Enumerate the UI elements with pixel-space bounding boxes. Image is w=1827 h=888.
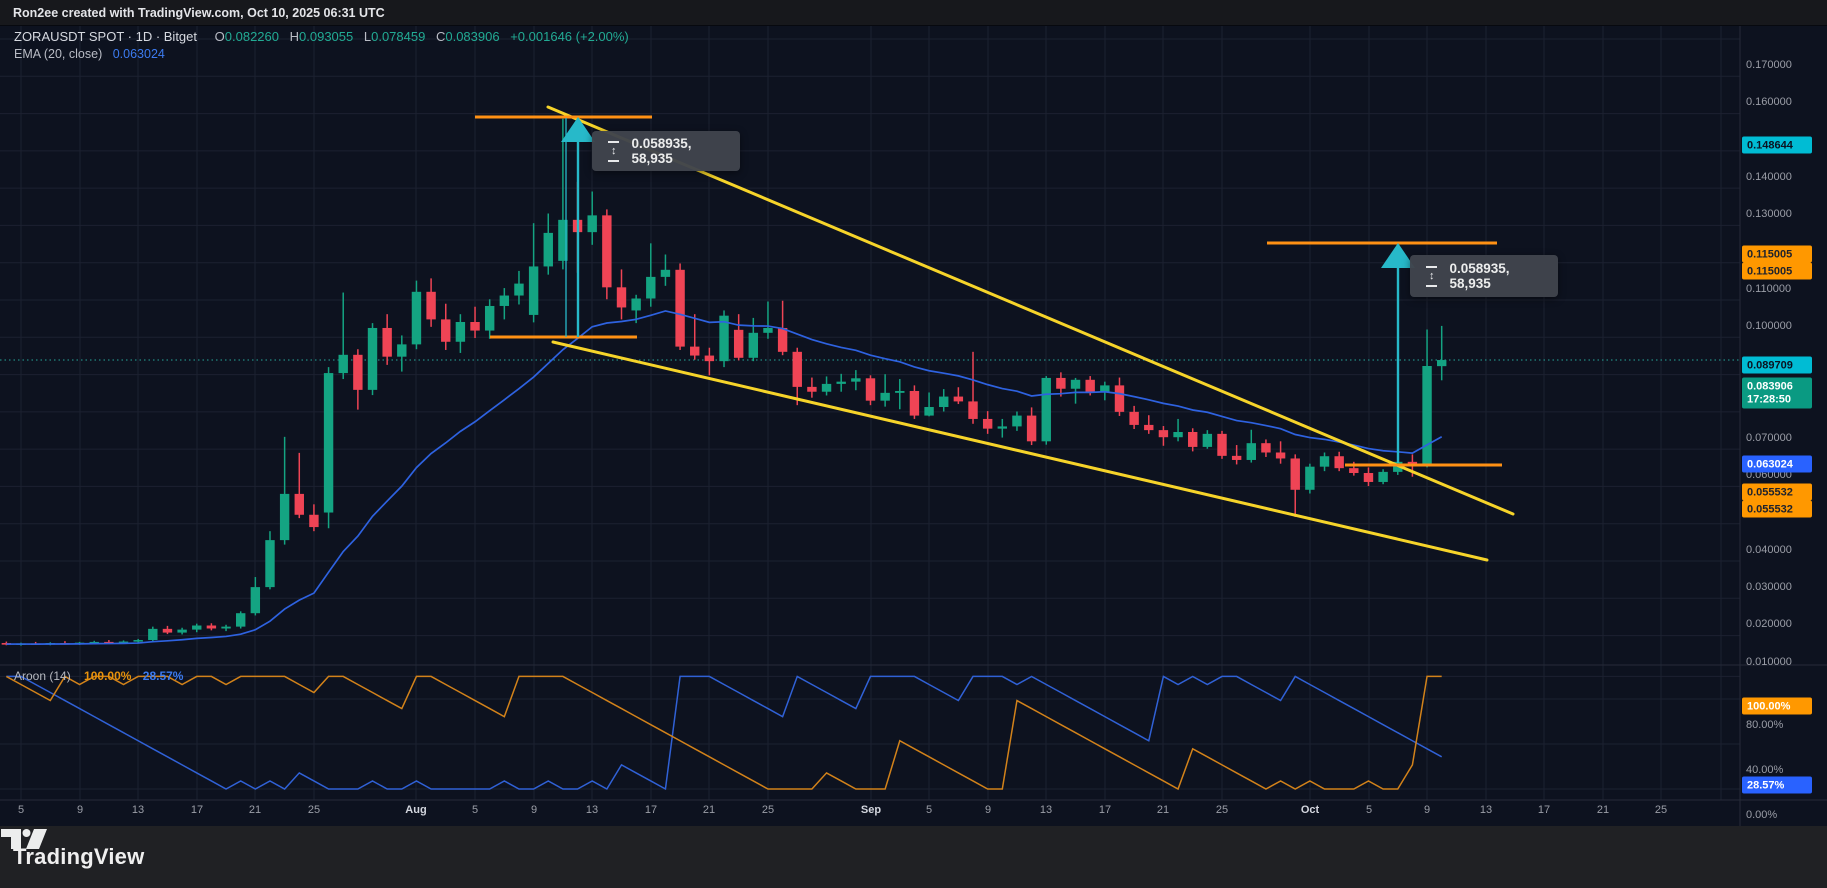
time-axis-month-label: Aug xyxy=(405,804,427,816)
measure-arrowhead xyxy=(1381,243,1415,268)
ohlc-high-label: H xyxy=(289,29,300,44)
time-axis-label: 21 xyxy=(248,804,262,816)
ohlc-close-value: 0.083906 xyxy=(445,29,500,44)
time-axis-label: 17 xyxy=(644,804,658,816)
ohlc-open-value: 0.082260 xyxy=(224,29,279,44)
time-axis-month-label: Sep xyxy=(860,804,882,816)
time-axis-label: 25 xyxy=(761,804,775,816)
time-axis-month-label: Oct xyxy=(1300,804,1320,816)
footer-bar: TradingView xyxy=(0,826,1827,888)
symbol-title[interactable]: ZORAUSDT SPOT · 1D · Bitget xyxy=(14,29,198,44)
time-axis-label: 5 xyxy=(1365,804,1373,816)
ema-value: 0.063024 xyxy=(112,47,165,61)
ohlc-close-label: C xyxy=(435,29,446,44)
price-axis-badge: 100.00% xyxy=(1742,697,1812,715)
price-axis-label: 40.00% xyxy=(1746,764,1784,776)
price-axis-label: 0.010000 xyxy=(1746,656,1792,668)
ohlc-high-value: 0.093055 xyxy=(299,29,354,44)
tradingview-logo[interactable] xyxy=(0,826,48,852)
price-axis-badge: 0.083906 17:28:50 xyxy=(1742,377,1812,409)
price-axis-label: 80.00% xyxy=(1746,719,1784,731)
time-axis-label: 9 xyxy=(984,804,992,816)
aroon-down-value: 28.57% xyxy=(142,669,184,683)
price-axis-label: 0.110000 xyxy=(1746,283,1792,295)
aroon-up-line xyxy=(5,675,1442,791)
price-axis-label: 0.040000 xyxy=(1746,544,1792,556)
aroon-label[interactable]: Aroon (14) xyxy=(14,669,71,683)
time-axis-label: 13 xyxy=(585,804,599,816)
grid-lines xyxy=(0,26,1740,800)
price-axis-badge: 28.57% xyxy=(1742,776,1812,794)
time-axis-label: 25 xyxy=(1654,804,1668,816)
price-axis-label: 0.130000 xyxy=(1746,208,1792,220)
attribution-bar: Ron2ee created with TradingView.com, Oct… xyxy=(0,0,1827,26)
price-axis-label: 0.170000 xyxy=(1746,59,1792,71)
measure-tooltip-text: 0.058935, 58,935 xyxy=(1449,261,1510,291)
aroon-down-line xyxy=(6,675,1443,791)
measure-arrowhead xyxy=(561,117,595,142)
time-axis-label: 9 xyxy=(76,804,84,816)
price-axis-label: 0.140000 xyxy=(1746,171,1792,183)
price-axis-badge: 0.055532 xyxy=(1742,483,1812,501)
price-axis-badge: 0.115005 xyxy=(1742,262,1812,280)
measure-tooltip-1: ↕ 0.058935, 58,935 xyxy=(592,131,740,171)
attribution-text: Ron2ee created with TradingView.com, Oct… xyxy=(13,5,385,20)
time-axis-label: 17 xyxy=(1098,804,1112,816)
price-axis-label: 0.00% xyxy=(1746,809,1778,821)
time-axis-label: 17 xyxy=(190,804,204,816)
time-axis-label: 5 xyxy=(925,804,933,816)
symbol-legend: ZORAUSDT SPOT · 1D · Bitget O0.082260 H0… xyxy=(14,29,629,62)
time-axis-label: 13 xyxy=(131,804,145,816)
time-axis-label: 13 xyxy=(1479,804,1493,816)
price-axis-label: 0.070000 xyxy=(1746,432,1792,444)
ohlc-open-label: O xyxy=(214,29,225,44)
price-axis-label: 0.160000 xyxy=(1746,96,1792,108)
time-axis-label: 9 xyxy=(1423,804,1431,816)
measure-tooltip-2: ↕ 0.058935, 58,935 xyxy=(1410,255,1558,297)
price-axis-label: 0.030000 xyxy=(1746,581,1792,593)
ema-label[interactable]: EMA (20, close) xyxy=(14,47,103,61)
measure-icon: ↕ xyxy=(1426,265,1438,287)
time-axis-label: 13 xyxy=(1039,804,1053,816)
measure-icon: ↕ xyxy=(608,140,620,162)
time-axis-label: 17 xyxy=(1537,804,1551,816)
time-axis-label: 9 xyxy=(530,804,538,816)
price-axis-badge: 0.055532 xyxy=(1742,500,1812,518)
price-axis-label: 0.100000 xyxy=(1746,320,1792,332)
price-axis-badge: 0.148644 xyxy=(1742,136,1812,154)
price-axis-badge: 0.089709 xyxy=(1742,356,1812,374)
upper-descending-trendline[interactable] xyxy=(546,105,1515,516)
ema-line xyxy=(6,310,1443,646)
time-axis-label: 5 xyxy=(471,804,479,816)
time-axis-label: 21 xyxy=(702,804,716,816)
aroon-up-value: 100.00% xyxy=(84,669,132,683)
price-axis-badge: 0.063024 xyxy=(1742,455,1812,473)
price-axis-badge: 0.115005 xyxy=(1742,245,1812,263)
symbol-header-row: ZORAUSDT SPOT · 1D · Bitget O0.082260 H0… xyxy=(14,29,629,45)
time-axis-label: 25 xyxy=(307,804,321,816)
time-axis-label: 5 xyxy=(17,804,25,816)
aroon-legend: Aroon (14) 100.00% 28.57% xyxy=(14,669,183,683)
chart-area[interactable]: ZORAUSDT SPOT · 1D · Bitget O0.082260 H0… xyxy=(0,26,1827,826)
lower-descending-trendline[interactable] xyxy=(551,340,1489,562)
time-axis-label: 25 xyxy=(1215,804,1229,816)
pane-separators xyxy=(0,26,1827,826)
ohlc-low-label: L xyxy=(363,29,372,44)
time-axis-label: 21 xyxy=(1156,804,1170,816)
change-value: +0.001646 (+2.00%) xyxy=(510,29,629,44)
chart-canvas[interactable] xyxy=(0,26,1827,826)
ohlc-low-value: 0.078459 xyxy=(371,29,426,44)
ema-legend-row: EMA (20, close) 0.063024 xyxy=(14,46,629,62)
price-axis-label: 0.020000 xyxy=(1746,618,1792,630)
time-axis-label: 21 xyxy=(1596,804,1610,816)
measure-tooltip-text: 0.058935, 58,935 xyxy=(631,136,692,166)
